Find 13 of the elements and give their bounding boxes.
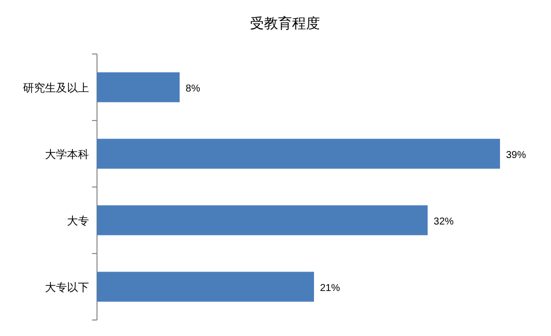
data-label: 39%: [506, 150, 526, 161]
data-label: 32%: [434, 216, 454, 228]
chart-title: 受教育程度: [250, 15, 320, 31]
data-label: 8%: [186, 83, 200, 94]
bar: [97, 205, 428, 236]
y-tick-label: 大专以下: [45, 280, 89, 294]
bar: [97, 272, 314, 302]
bar: [97, 138, 500, 169]
data-label: 21%: [320, 282, 340, 294]
y-tick-label: 研究生及以上: [23, 81, 89, 94]
y-tick-label: 大专: [67, 214, 89, 228]
bar: [97, 72, 180, 102]
y-tick-label: 大学本科: [45, 148, 89, 161]
